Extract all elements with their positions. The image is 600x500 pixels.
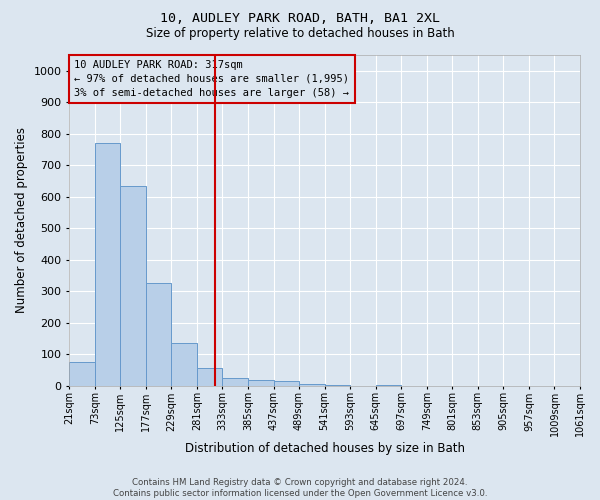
Text: Size of property relative to detached houses in Bath: Size of property relative to detached ho… [146,28,454,40]
Bar [172,343,197,386]
Bar [325,385,350,386]
Y-axis label: Number of detached properties: Number of detached properties [15,128,28,314]
Bar [95,143,120,386]
Bar [223,378,248,386]
Text: 10 AUDLEY PARK ROAD: 317sqm
← 97% of detached houses are smaller (1,995)
3% of s: 10 AUDLEY PARK ROAD: 317sqm ← 97% of det… [74,60,349,98]
Bar [274,381,299,386]
Text: Contains HM Land Registry data © Crown copyright and database right 2024.
Contai: Contains HM Land Registry data © Crown c… [113,478,487,498]
Text: 10, AUDLEY PARK ROAD, BATH, BA1 2XL: 10, AUDLEY PARK ROAD, BATH, BA1 2XL [160,12,440,26]
Bar [197,368,223,386]
Bar [299,384,325,386]
Bar [376,385,401,386]
Bar [69,362,95,386]
Bar [146,284,172,386]
Bar [120,186,146,386]
X-axis label: Distribution of detached houses by size in Bath: Distribution of detached houses by size … [185,442,464,455]
Bar [248,380,274,386]
